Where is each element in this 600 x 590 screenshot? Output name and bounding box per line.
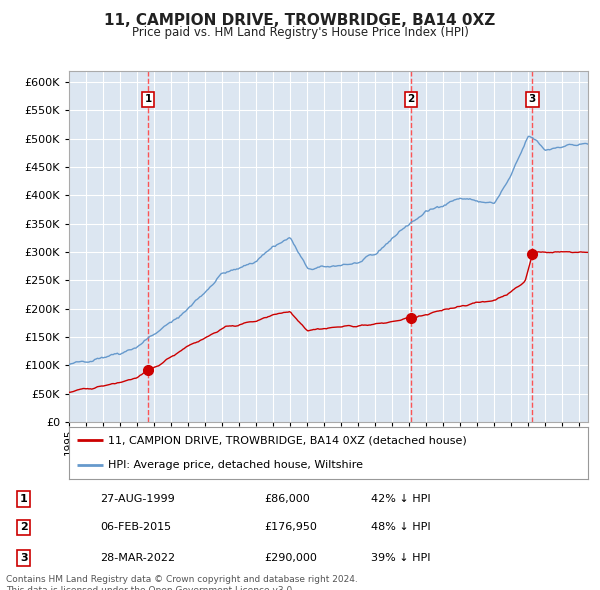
Text: 3: 3	[529, 94, 536, 104]
Text: 42% ↓ HPI: 42% ↓ HPI	[371, 494, 430, 504]
Text: £176,950: £176,950	[265, 523, 317, 532]
Text: 06-FEB-2015: 06-FEB-2015	[100, 523, 171, 532]
Text: 1: 1	[145, 94, 152, 104]
Text: 27-AUG-1999: 27-AUG-1999	[100, 494, 175, 504]
Text: 48% ↓ HPI: 48% ↓ HPI	[371, 523, 430, 532]
Text: 39% ↓ HPI: 39% ↓ HPI	[371, 553, 430, 563]
Text: 2: 2	[20, 523, 28, 532]
Text: 28-MAR-2022: 28-MAR-2022	[100, 553, 175, 563]
Text: HPI: Average price, detached house, Wiltshire: HPI: Average price, detached house, Wilt…	[108, 460, 363, 470]
Text: 1: 1	[20, 494, 28, 504]
Text: Contains HM Land Registry data © Crown copyright and database right 2024.
This d: Contains HM Land Registry data © Crown c…	[6, 575, 358, 590]
Text: £290,000: £290,000	[265, 553, 317, 563]
Text: Price paid vs. HM Land Registry's House Price Index (HPI): Price paid vs. HM Land Registry's House …	[131, 26, 469, 39]
Text: 11, CAMPION DRIVE, TROWBRIDGE, BA14 0XZ (detached house): 11, CAMPION DRIVE, TROWBRIDGE, BA14 0XZ …	[108, 435, 467, 445]
Text: 2: 2	[407, 94, 415, 104]
Text: £86,000: £86,000	[265, 494, 310, 504]
Text: 3: 3	[20, 553, 28, 563]
Text: 11, CAMPION DRIVE, TROWBRIDGE, BA14 0XZ: 11, CAMPION DRIVE, TROWBRIDGE, BA14 0XZ	[104, 13, 496, 28]
